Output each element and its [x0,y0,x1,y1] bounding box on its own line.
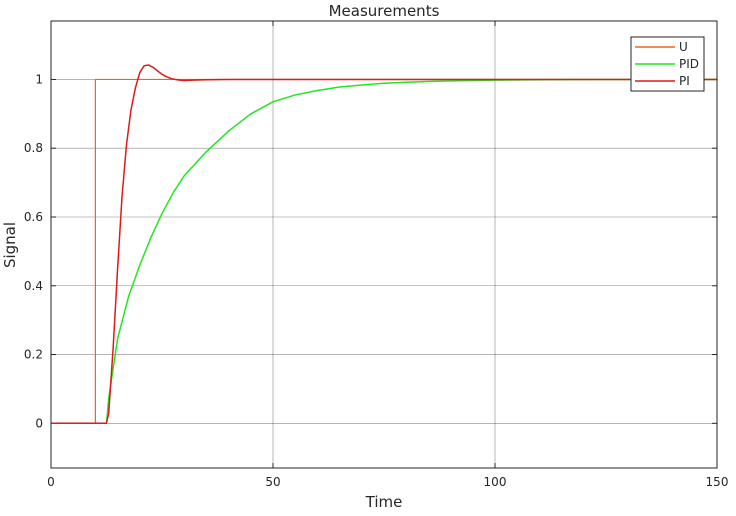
x-tick-labels: 0 50 100 150 [47,475,728,489]
x-tick-label: 100 [484,475,507,489]
series-group [51,64,717,425]
legend-label: PI [679,74,690,88]
axis-ticks [50,21,718,468]
y-tick-label: 0.6 [24,210,43,224]
x-axis-title: Time [365,493,403,511]
x-tick-label: 0 [47,475,55,489]
y-tick-label: 0.2 [24,348,43,362]
legend-item-pi: PI [635,74,690,88]
y-tick-label: 0 [35,416,43,430]
chart-title: Measurements [329,2,440,20]
series-line-pi [51,64,717,425]
legend-item-u: U [635,40,688,54]
legend-label: PID [679,57,699,71]
y-tick-label: 0.8 [24,141,43,155]
x-tick-label: 150 [706,475,729,489]
plot-background [51,21,717,468]
grid-lines [51,21,717,468]
y-axis-title: Signal [1,222,19,268]
legend: U PID PI [630,36,705,92]
x-tick-label: 50 [265,475,280,489]
y-tick-label: 0.4 [24,279,43,293]
legend-label: U [679,40,688,54]
y-tick-labels: 0 0.2 0.4 0.6 0.8 1 [24,72,43,430]
legend-item-pid: PID [635,57,699,71]
plot-frame [50,20,718,469]
y-tick-label: 1 [35,72,43,86]
